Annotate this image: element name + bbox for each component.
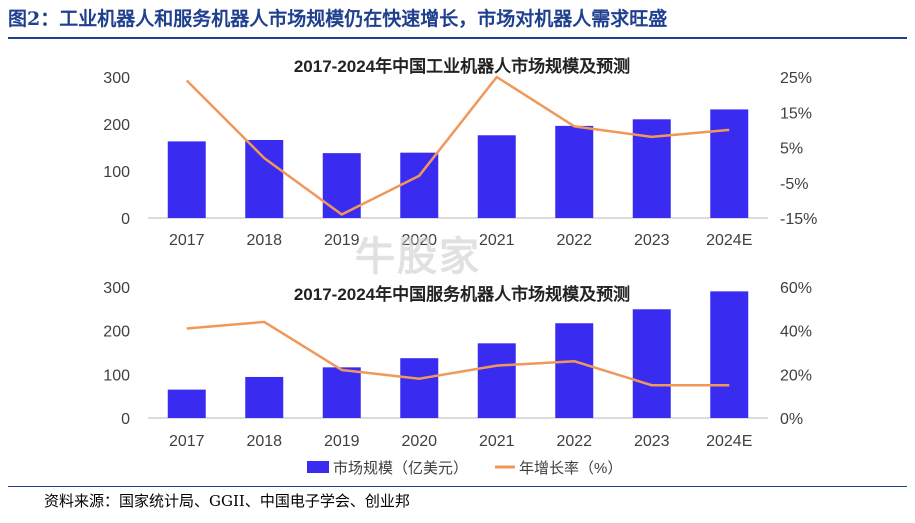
bar-market-size [632, 309, 671, 418]
left-axis-tick-label: 0 [121, 211, 130, 228]
x-axis-tick-label: 2023 [634, 232, 670, 249]
chart-title: 2017-2024年中国工业机器人市场规模及预测 [294, 56, 630, 76]
bar-market-size [322, 367, 361, 418]
bar-market-size [400, 152, 439, 218]
bottom-rule [8, 486, 907, 487]
bar-market-size [245, 139, 284, 218]
left-axis-tick-label: 200 [103, 117, 130, 134]
x-axis-tick-label: 2018 [246, 433, 282, 450]
right-axis-tick-label: -15% [780, 211, 817, 228]
left-axis-tick-label: 300 [103, 70, 130, 87]
bar-market-size [555, 323, 594, 418]
legend-bar-swatch [307, 461, 329, 473]
source-note: 资料来源：国家统计局、GGII、中国电子学会、创业邦 [44, 492, 410, 510]
x-axis-tick-label: 2019 [324, 232, 360, 249]
bar-market-size [555, 125, 594, 218]
chart-title: 2017-2024年中国服务机器人市场规模及预测 [294, 284, 630, 304]
x-axis-tick-label: 2020 [401, 433, 437, 450]
bar-market-size [477, 343, 516, 418]
right-axis-tick-label: 40% [780, 324, 812, 341]
right-axis-tick-label: 15% [780, 105, 812, 122]
x-axis-tick-label: 2022 [556, 232, 592, 249]
right-axis-tick-label: 60% [780, 280, 812, 297]
right-axis-tick-label: 5% [780, 141, 803, 158]
x-axis-tick-label: 2021 [479, 433, 515, 450]
figure-title: 图2：工业机器人和服务机器人市场规模仍在快速增长，市场对机器人需求旺盛 [8, 8, 668, 30]
bar-market-size [710, 291, 749, 418]
x-axis-tick-label: 2017 [169, 433, 205, 450]
left-axis-tick-label: 200 [103, 324, 130, 341]
x-axis-tick-label: 2020 [401, 232, 437, 249]
left-axis-tick-label: 300 [103, 280, 130, 297]
right-axis-tick-label: 25% [780, 70, 812, 87]
x-axis-tick-label: 2019 [324, 433, 360, 450]
legend-bar-label: 市场规模（亿美元） [333, 460, 468, 477]
left-axis-tick-label: 100 [103, 164, 130, 181]
x-axis-tick-label: 2024E [706, 232, 752, 249]
left-axis-tick-label: 0 [121, 411, 130, 428]
bar-market-size [477, 135, 516, 218]
right-axis-tick-label: 20% [780, 367, 812, 384]
x-axis-tick-label: 2017 [169, 232, 205, 249]
bar-market-size [167, 389, 206, 418]
line-growth-rate [186, 320, 730, 387]
x-axis-tick-label: 2018 [246, 232, 282, 249]
left-axis-tick-label: 100 [103, 367, 130, 384]
bar-market-size [245, 376, 284, 418]
right-axis-tick-label: -5% [780, 176, 808, 193]
bar-market-size [167, 141, 206, 218]
x-axis-tick-label: 2021 [479, 232, 515, 249]
bar-market-size [710, 109, 749, 218]
legend-line-label: 年增长率（%） [519, 460, 622, 477]
x-axis-tick-label: 2023 [634, 433, 670, 450]
right-axis-tick-label: 0% [780, 411, 803, 428]
x-axis-tick-label: 2022 [556, 433, 592, 450]
x-axis-tick-label: 2024E [706, 433, 752, 450]
top-rule [8, 37, 907, 39]
bar-market-size [400, 358, 439, 418]
line-growth-rate [185, 75, 730, 216]
